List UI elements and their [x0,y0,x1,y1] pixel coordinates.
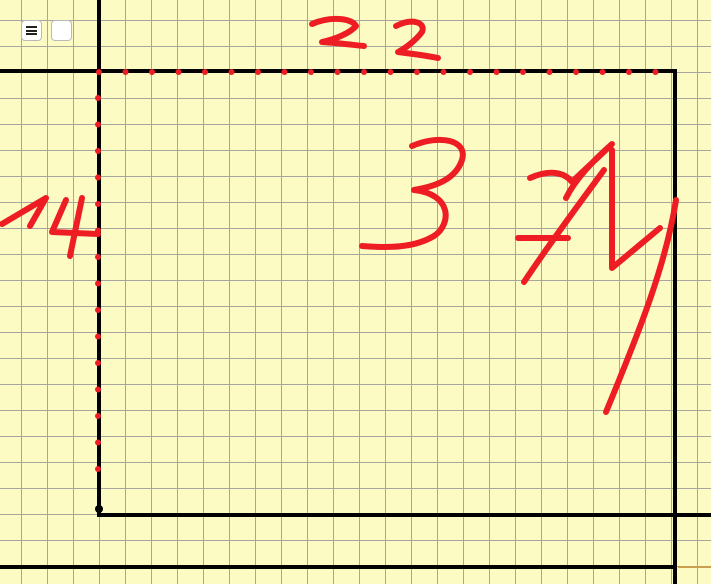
top-edge-dot [626,69,632,75]
left-edge-dot [95,148,101,154]
top-edge-dot [175,69,182,75]
top-edge-dot [493,69,500,75]
handwritten-seven-top [527,141,615,201]
hamburger-menu-icon [26,26,37,35]
handwritten-three [359,136,466,250]
top-edge-dot [414,69,420,75]
left-edge-dot [95,360,101,366]
top-edge-dot [467,69,473,75]
top-edge-dot [361,69,367,75]
top-edge-dot [334,69,341,75]
handwritten-top-label [309,16,441,61]
left-edge-dot [95,333,101,340]
top-edge-dot [202,69,208,75]
left-edge-dot [95,254,101,260]
left-edge-dot [95,439,101,446]
top-edge-dot [652,69,659,75]
left-dotted-edge [95,95,101,472]
left-edge-dot [95,121,101,128]
top-edge-dot [122,69,129,75]
left-edge-dot [95,174,101,181]
toolbar [21,20,72,41]
top-edge-dot [149,69,155,75]
top-edge-dot [599,69,606,75]
menu-button[interactable] [21,20,42,41]
left-edge-dot [95,280,101,287]
left-edge-dot [95,466,101,472]
left-edge-dot [95,95,101,101]
left-edge-dot [95,386,101,393]
handwritten-seven-stem [521,167,607,285]
blank-tool-button[interactable] [51,20,72,41]
left-edge-dot [95,413,101,419]
handwritten-four-left [609,147,663,271]
left-edge-dot [95,201,101,207]
left-edge-dot [95,307,101,313]
top-edge-dot [255,69,261,75]
top-edge-dot [281,69,288,75]
top-edge-dot [387,69,394,75]
origin-point [95,505,103,513]
top-edge-dot [308,69,314,75]
top-edge-dot [228,69,235,75]
top-dotted-edge [96,69,659,75]
top-edge-dot [573,69,579,75]
top-edge-dot [96,69,102,75]
top-edge-dot [440,69,447,75]
handwritten-left-label [0,195,101,259]
top-edge-dot [546,69,553,75]
handwritten-four-stem [603,197,679,415]
top-edge-dot [520,69,526,75]
